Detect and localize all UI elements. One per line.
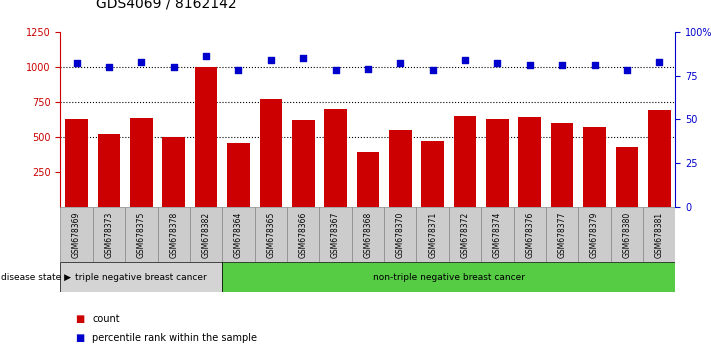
Text: GSM678365: GSM678365 <box>267 211 275 258</box>
Bar <box>648 110 670 207</box>
Bar <box>417 207 449 262</box>
Point <box>492 61 503 66</box>
Point <box>524 62 535 68</box>
Bar <box>384 207 417 262</box>
Text: ■: ■ <box>75 314 84 324</box>
Point <box>71 61 82 66</box>
Bar <box>546 207 578 262</box>
Bar <box>65 119 88 207</box>
Bar <box>60 262 223 292</box>
Text: GSM678382: GSM678382 <box>202 211 210 258</box>
Bar <box>223 207 255 262</box>
Text: GSM678378: GSM678378 <box>169 211 178 258</box>
Point <box>232 68 244 73</box>
Bar <box>287 207 319 262</box>
Point <box>362 66 374 72</box>
Bar <box>611 207 643 262</box>
Text: percentile rank within the sample: percentile rank within the sample <box>92 333 257 343</box>
Bar <box>518 118 541 207</box>
Text: GSM678370: GSM678370 <box>396 211 405 258</box>
Bar <box>93 207 125 262</box>
Bar <box>158 207 190 262</box>
Point <box>459 57 471 63</box>
Bar <box>195 67 218 207</box>
Point <box>557 62 568 68</box>
Bar <box>97 134 120 207</box>
Text: GSM678380: GSM678380 <box>622 211 631 258</box>
Text: GSM678379: GSM678379 <box>590 211 599 258</box>
Bar <box>454 116 476 207</box>
Bar <box>357 153 379 207</box>
Bar <box>486 119 509 207</box>
Bar <box>616 147 638 207</box>
Text: GSM678374: GSM678374 <box>493 211 502 258</box>
Bar <box>260 99 282 207</box>
Text: GSM678376: GSM678376 <box>525 211 534 258</box>
Bar <box>422 141 444 207</box>
Point <box>168 64 179 70</box>
Point <box>103 64 114 70</box>
Bar <box>255 207 287 262</box>
Text: GSM678364: GSM678364 <box>234 211 243 258</box>
Point <box>589 62 600 68</box>
Bar <box>125 207 158 262</box>
Text: GSM678381: GSM678381 <box>655 211 664 258</box>
Bar <box>578 207 611 262</box>
Text: GSM678375: GSM678375 <box>137 211 146 258</box>
Point <box>330 68 341 73</box>
Bar <box>190 207 223 262</box>
Text: non-triple negative breast cancer: non-triple negative breast cancer <box>373 273 525 281</box>
Bar <box>223 262 675 292</box>
Point <box>621 68 633 73</box>
Bar <box>513 207 546 262</box>
Bar <box>583 127 606 207</box>
Text: disease state ▶: disease state ▶ <box>1 273 70 281</box>
Text: GSM678372: GSM678372 <box>461 211 469 258</box>
Bar <box>292 120 314 207</box>
Bar <box>481 207 513 262</box>
Text: GSM678371: GSM678371 <box>428 211 437 258</box>
Bar <box>130 118 153 207</box>
Bar <box>319 207 352 262</box>
Text: GSM678368: GSM678368 <box>363 211 373 258</box>
Point <box>136 59 147 64</box>
Bar <box>227 143 250 207</box>
Text: GSM678367: GSM678367 <box>331 211 340 258</box>
Point <box>201 53 212 59</box>
Point <box>427 68 439 73</box>
Bar <box>324 109 347 207</box>
Text: triple negative breast cancer: triple negative breast cancer <box>75 273 207 281</box>
Text: GDS4069 / 8162142: GDS4069 / 8162142 <box>96 0 237 11</box>
Bar <box>60 207 93 262</box>
Text: count: count <box>92 314 120 324</box>
Point <box>653 59 665 64</box>
Text: GSM678366: GSM678366 <box>299 211 308 258</box>
Bar <box>389 130 412 207</box>
Point <box>395 61 406 66</box>
Bar <box>551 123 574 207</box>
Bar <box>449 207 481 262</box>
Text: GSM678377: GSM678377 <box>557 211 567 258</box>
Text: GSM678373: GSM678373 <box>105 211 114 258</box>
Text: ■: ■ <box>75 333 84 343</box>
Bar <box>643 207 675 262</box>
Point <box>265 57 277 63</box>
Bar <box>162 137 185 207</box>
Text: GSM678369: GSM678369 <box>72 211 81 258</box>
Point <box>297 55 309 61</box>
Bar <box>352 207 384 262</box>
